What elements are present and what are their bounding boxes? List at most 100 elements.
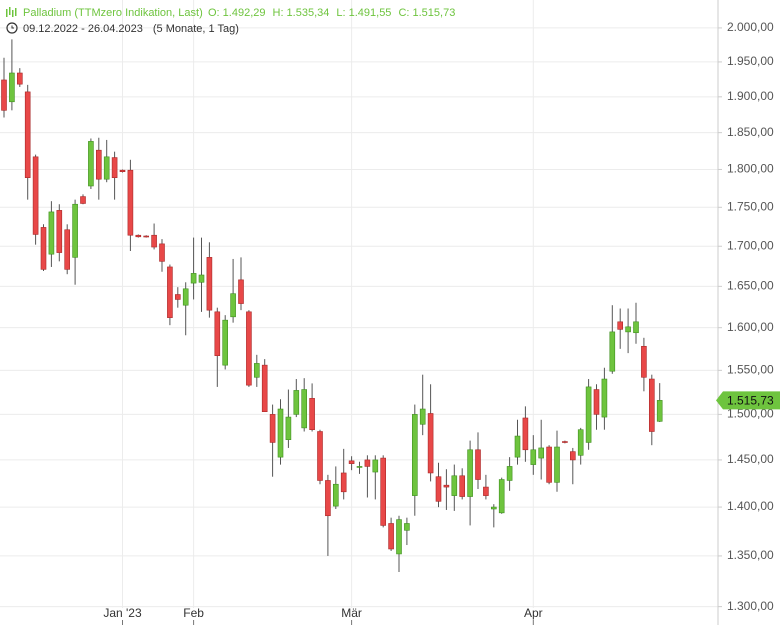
candle-body — [388, 523, 394, 550]
candle-body — [490, 506, 497, 510]
candle-body — [40, 227, 47, 270]
candle-body — [9, 72, 15, 103]
candle-body — [88, 141, 94, 187]
y-tick-label: 1.600,00 — [727, 320, 774, 334]
y-tick-label: 2.050,00 — [727, 0, 774, 1]
candle-body — [206, 257, 213, 311]
ohlc-summary: H: 1.535,34 — [273, 7, 330, 19]
candle-body — [617, 321, 624, 330]
candle-body — [396, 519, 402, 555]
last-price-label: 1.515,73 — [727, 394, 774, 408]
candle-body — [103, 156, 110, 180]
candle-body — [325, 480, 331, 517]
candle-body — [380, 457, 387, 526]
candle-body — [554, 446, 560, 483]
candle-body — [111, 157, 118, 178]
clock-icon — [6, 22, 18, 34]
ohlc-summary: O: 1.492,29 — [208, 7, 266, 19]
date-range: 09.12.2022 - 26.04.2023 — [23, 23, 143, 35]
candle-body — [459, 475, 466, 497]
candle-body — [427, 413, 434, 474]
candle-body — [601, 378, 608, 418]
candle-body — [443, 484, 450, 488]
candle-body — [301, 389, 308, 429]
candle-body — [16, 72, 23, 85]
candle-body — [222, 319, 228, 366]
y-tick-label: 1.900,00 — [727, 89, 774, 103]
candle-body — [546, 446, 552, 483]
candle-body — [159, 243, 165, 262]
candle-body — [293, 390, 300, 415]
grid — [0, 0, 722, 625]
candle-body — [48, 211, 55, 255]
candle-body — [269, 414, 276, 443]
candle-body — [364, 459, 371, 467]
y-tick-label: 1.950,00 — [727, 54, 774, 68]
candle-body — [562, 441, 568, 443]
candle-body — [317, 431, 323, 481]
candle-body — [190, 273, 197, 284]
x-tick-label: Mär — [341, 606, 362, 620]
candle-body — [404, 523, 410, 531]
last-price-tag — [716, 391, 780, 410]
y-tick-label: 1.450,00 — [727, 452, 774, 466]
ohlc-summary: L: 1.491,55 — [336, 7, 391, 19]
y-tick-label: 1.300,00 — [727, 599, 774, 613]
candle-body — [435, 476, 442, 502]
candle-body — [72, 203, 78, 258]
candle-body — [56, 210, 63, 253]
candle-body — [633, 321, 639, 334]
y-tick-label: 1.750,00 — [727, 199, 774, 213]
candle-body — [64, 229, 70, 270]
candle-body — [348, 460, 355, 464]
candle-body — [254, 363, 260, 378]
y-tick-label: 1.700,00 — [727, 238, 774, 252]
candle-body — [641, 345, 647, 378]
candle-body — [167, 266, 173, 318]
candle-body — [96, 149, 102, 180]
candle-body — [285, 416, 292, 441]
chart-title: Palladium (TTMzero Indikation, Last) — [23, 7, 203, 19]
candle-body — [609, 331, 616, 372]
candle-body — [483, 486, 489, 496]
candle-body — [648, 378, 655, 432]
y-tick-label: 1.650,00 — [727, 279, 774, 293]
candle-body — [498, 479, 505, 514]
candle-body — [569, 451, 576, 461]
candle-body — [182, 288, 189, 306]
candle-body — [80, 196, 86, 204]
candle-body — [451, 475, 458, 496]
y-tick-label: 1.400,00 — [727, 499, 774, 513]
x-tick-label: Feb — [183, 606, 204, 620]
candle-body — [411, 414, 418, 496]
candle-body — [475, 449, 481, 480]
candle-body — [246, 311, 252, 386]
candle-body — [119, 169, 126, 172]
candle-body — [625, 326, 631, 333]
candle-body — [340, 472, 347, 493]
candle-body — [585, 386, 592, 443]
candle-body — [356, 466, 363, 468]
candle-body — [522, 417, 529, 451]
candle-body — [143, 235, 149, 238]
y-tick-label: 1.500,00 — [727, 407, 774, 421]
y-tick-label: 1.350,00 — [727, 548, 774, 562]
x-tick-label: Apr — [524, 606, 543, 620]
candle-body — [151, 234, 157, 248]
y-tick-label: 1.800,00 — [727, 162, 774, 176]
candle-body — [593, 389, 600, 415]
candle-body — [467, 449, 473, 497]
y-tick-label: 1.850,00 — [727, 125, 774, 139]
x-tick-label: Jan '23 — [103, 606, 142, 620]
candle-body — [277, 408, 284, 458]
candle-body — [214, 311, 221, 356]
candle-body — [175, 294, 181, 300]
candle-body — [309, 398, 315, 430]
y-tick-label: 1.550,00 — [727, 363, 774, 377]
ohlc-summary: C: 1.515,73 — [398, 7, 455, 19]
candle-body — [238, 279, 244, 304]
candle-body — [506, 466, 513, 481]
candle-body — [24, 91, 31, 178]
candle-body — [32, 156, 39, 235]
